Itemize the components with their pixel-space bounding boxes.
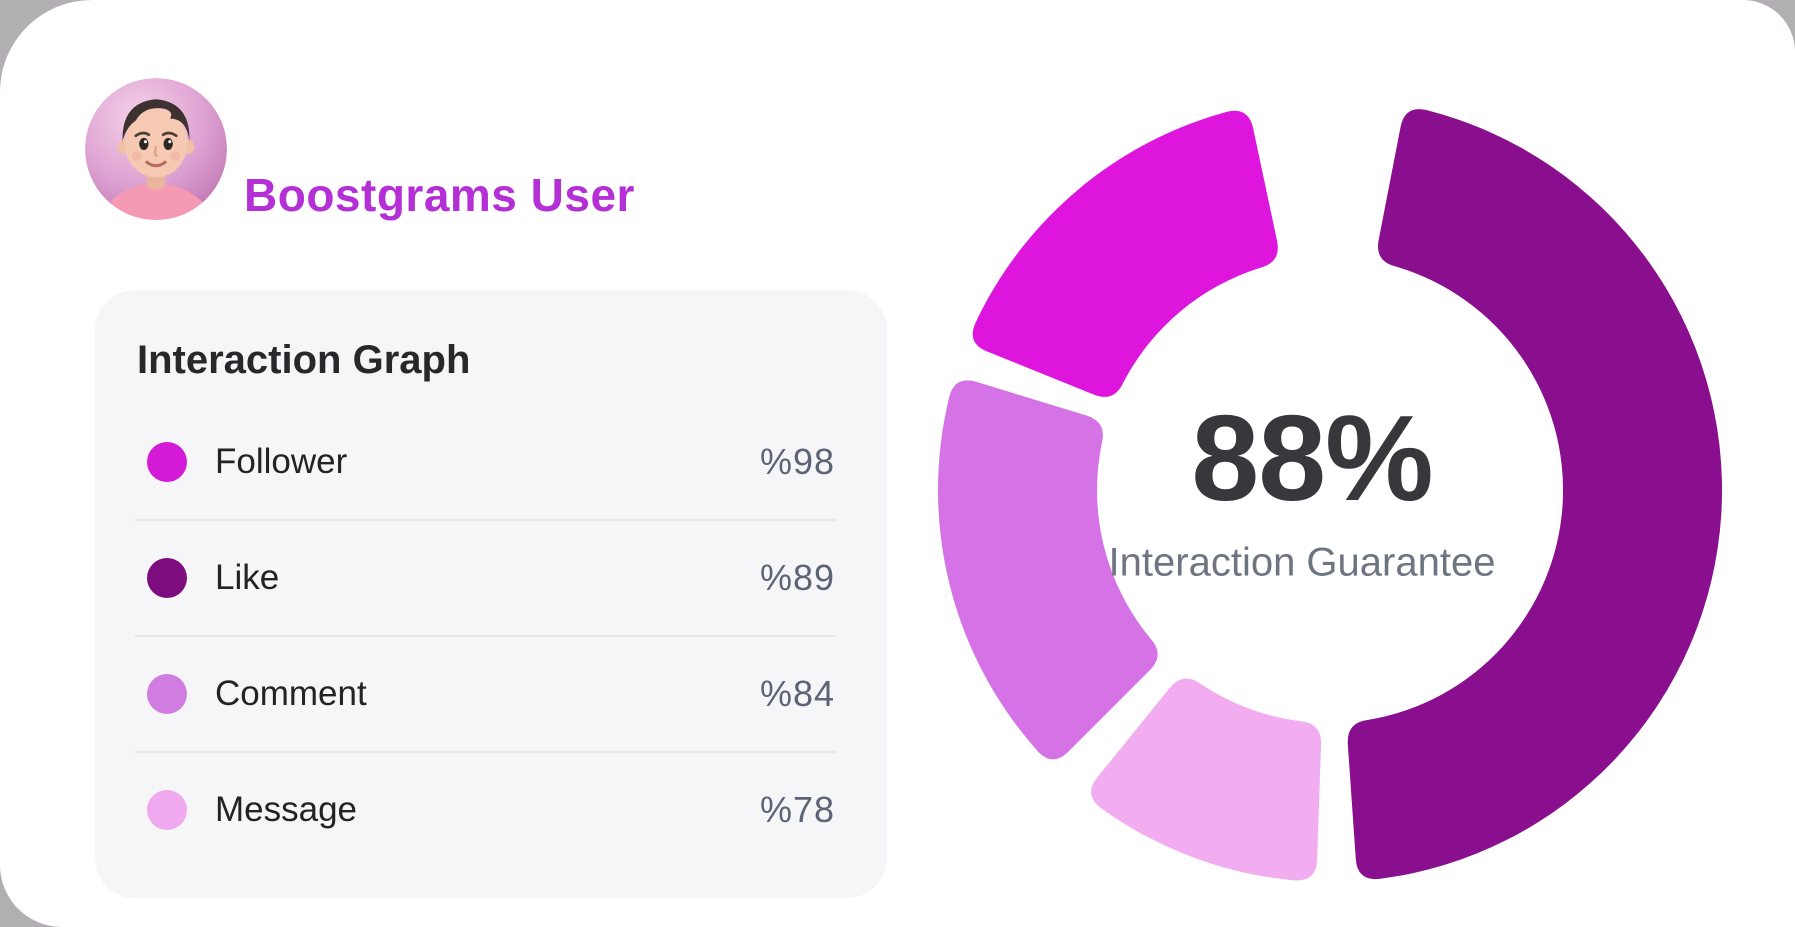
legend-label: Comment: [215, 674, 367, 713]
donut-center-value: 88%: [1191, 390, 1433, 526]
legend-row-follower: Follower %98: [135, 405, 835, 519]
legend-rows: Follower %98 Like %89 Comment %84 Message %78: [135, 405, 835, 867]
legend-label: Follower: [215, 442, 348, 481]
legend-dot-icon: [147, 442, 187, 482]
legend-row-message: Message %78: [135, 751, 835, 867]
interaction-graph-card: Interaction Graph Follower %98 Like %89 Comm…: [95, 290, 887, 898]
donut-center-label: Interaction Guarantee: [1108, 540, 1496, 585]
card-title: Interaction Graph: [137, 338, 471, 382]
legend-dot-icon: [147, 790, 187, 830]
donut-segment-follower: [972, 110, 1278, 397]
legend-dot-icon: [147, 558, 187, 598]
legend-label: Like: [215, 558, 280, 597]
avatar: [85, 78, 227, 220]
legend-label: Message: [215, 790, 358, 829]
legend-value: %78: [759, 789, 835, 830]
donut-segment-comment: [938, 380, 1158, 760]
legend-value: %98: [759, 441, 835, 482]
donut-segment-like: [1347, 109, 1723, 880]
legend-value: %89: [759, 557, 835, 598]
legend-row-like: Like %89: [135, 519, 835, 635]
legend-value: %84: [759, 673, 835, 714]
legend-row-comment: Comment %84: [135, 635, 835, 751]
donut-segment-message: [1091, 678, 1322, 881]
legend-dot-icon: [147, 674, 187, 714]
donut-svg: [938, 109, 1723, 881]
user-name: Boostgrams User: [244, 169, 635, 221]
avatar-illustration: [85, 78, 227, 220]
